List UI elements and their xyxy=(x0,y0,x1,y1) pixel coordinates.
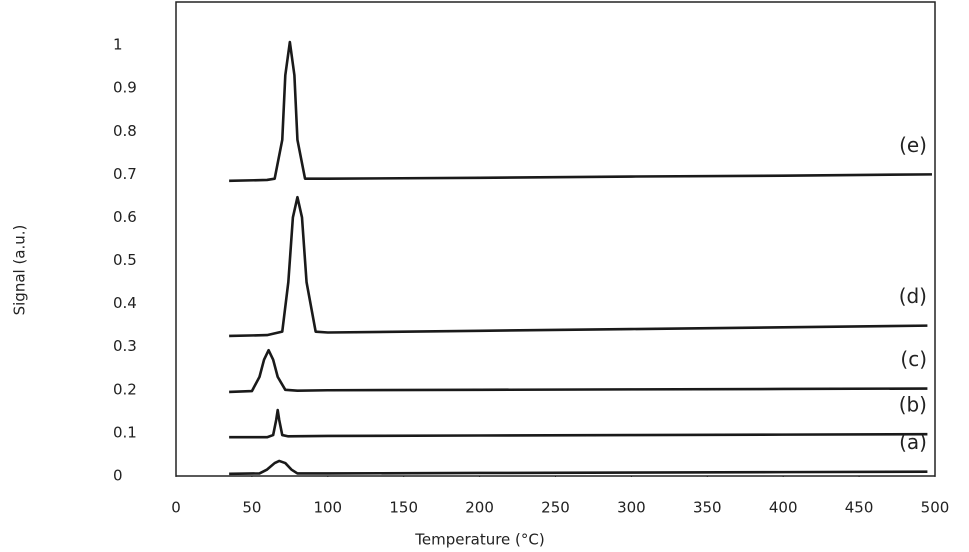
y-tick-label: 0.8 xyxy=(113,122,137,140)
x-tick-label: 400 xyxy=(769,499,798,517)
x-tick-label: 450 xyxy=(845,499,874,517)
y-tick-label: 1 xyxy=(113,36,123,54)
y-tick-label: 0.4 xyxy=(113,294,137,312)
series-line xyxy=(229,459,928,476)
series-line xyxy=(229,408,928,439)
x-tick-label: 500 xyxy=(921,499,950,517)
x-axis-label: Temperature (°C) xyxy=(414,531,544,549)
y-tick-label: 0 xyxy=(113,467,123,485)
x-tick-label: 200 xyxy=(465,499,494,517)
x-tick-label: 50 xyxy=(242,499,261,517)
x-tick-label: 150 xyxy=(389,499,418,517)
series-label: (b) xyxy=(899,393,927,417)
y-tick-label: 0.2 xyxy=(113,380,137,398)
plot-frame xyxy=(175,1,936,477)
x-tick-label: 350 xyxy=(693,499,722,517)
series-label: (c) xyxy=(900,347,927,371)
y-axis-label: Signal (a.u.) xyxy=(11,225,29,316)
series-label: (e) xyxy=(899,133,927,157)
y-tick-label: 0.5 xyxy=(113,251,137,269)
x-tick-label: 0 xyxy=(171,499,181,517)
series-label: (d) xyxy=(899,284,927,308)
x-tick-label: 100 xyxy=(313,499,342,517)
y-tick-label: 0.1 xyxy=(113,423,137,441)
y-tick-label: 0.6 xyxy=(113,208,137,226)
y-tick-label: 0.9 xyxy=(113,79,137,97)
series-line xyxy=(229,195,928,338)
series-line xyxy=(229,40,932,183)
x-tick-label: 250 xyxy=(541,499,570,517)
y-tick-label: 0.7 xyxy=(113,165,137,183)
series-line xyxy=(229,348,928,394)
y-tick-label: 0.3 xyxy=(113,337,137,355)
x-tick-label: 300 xyxy=(617,499,646,517)
